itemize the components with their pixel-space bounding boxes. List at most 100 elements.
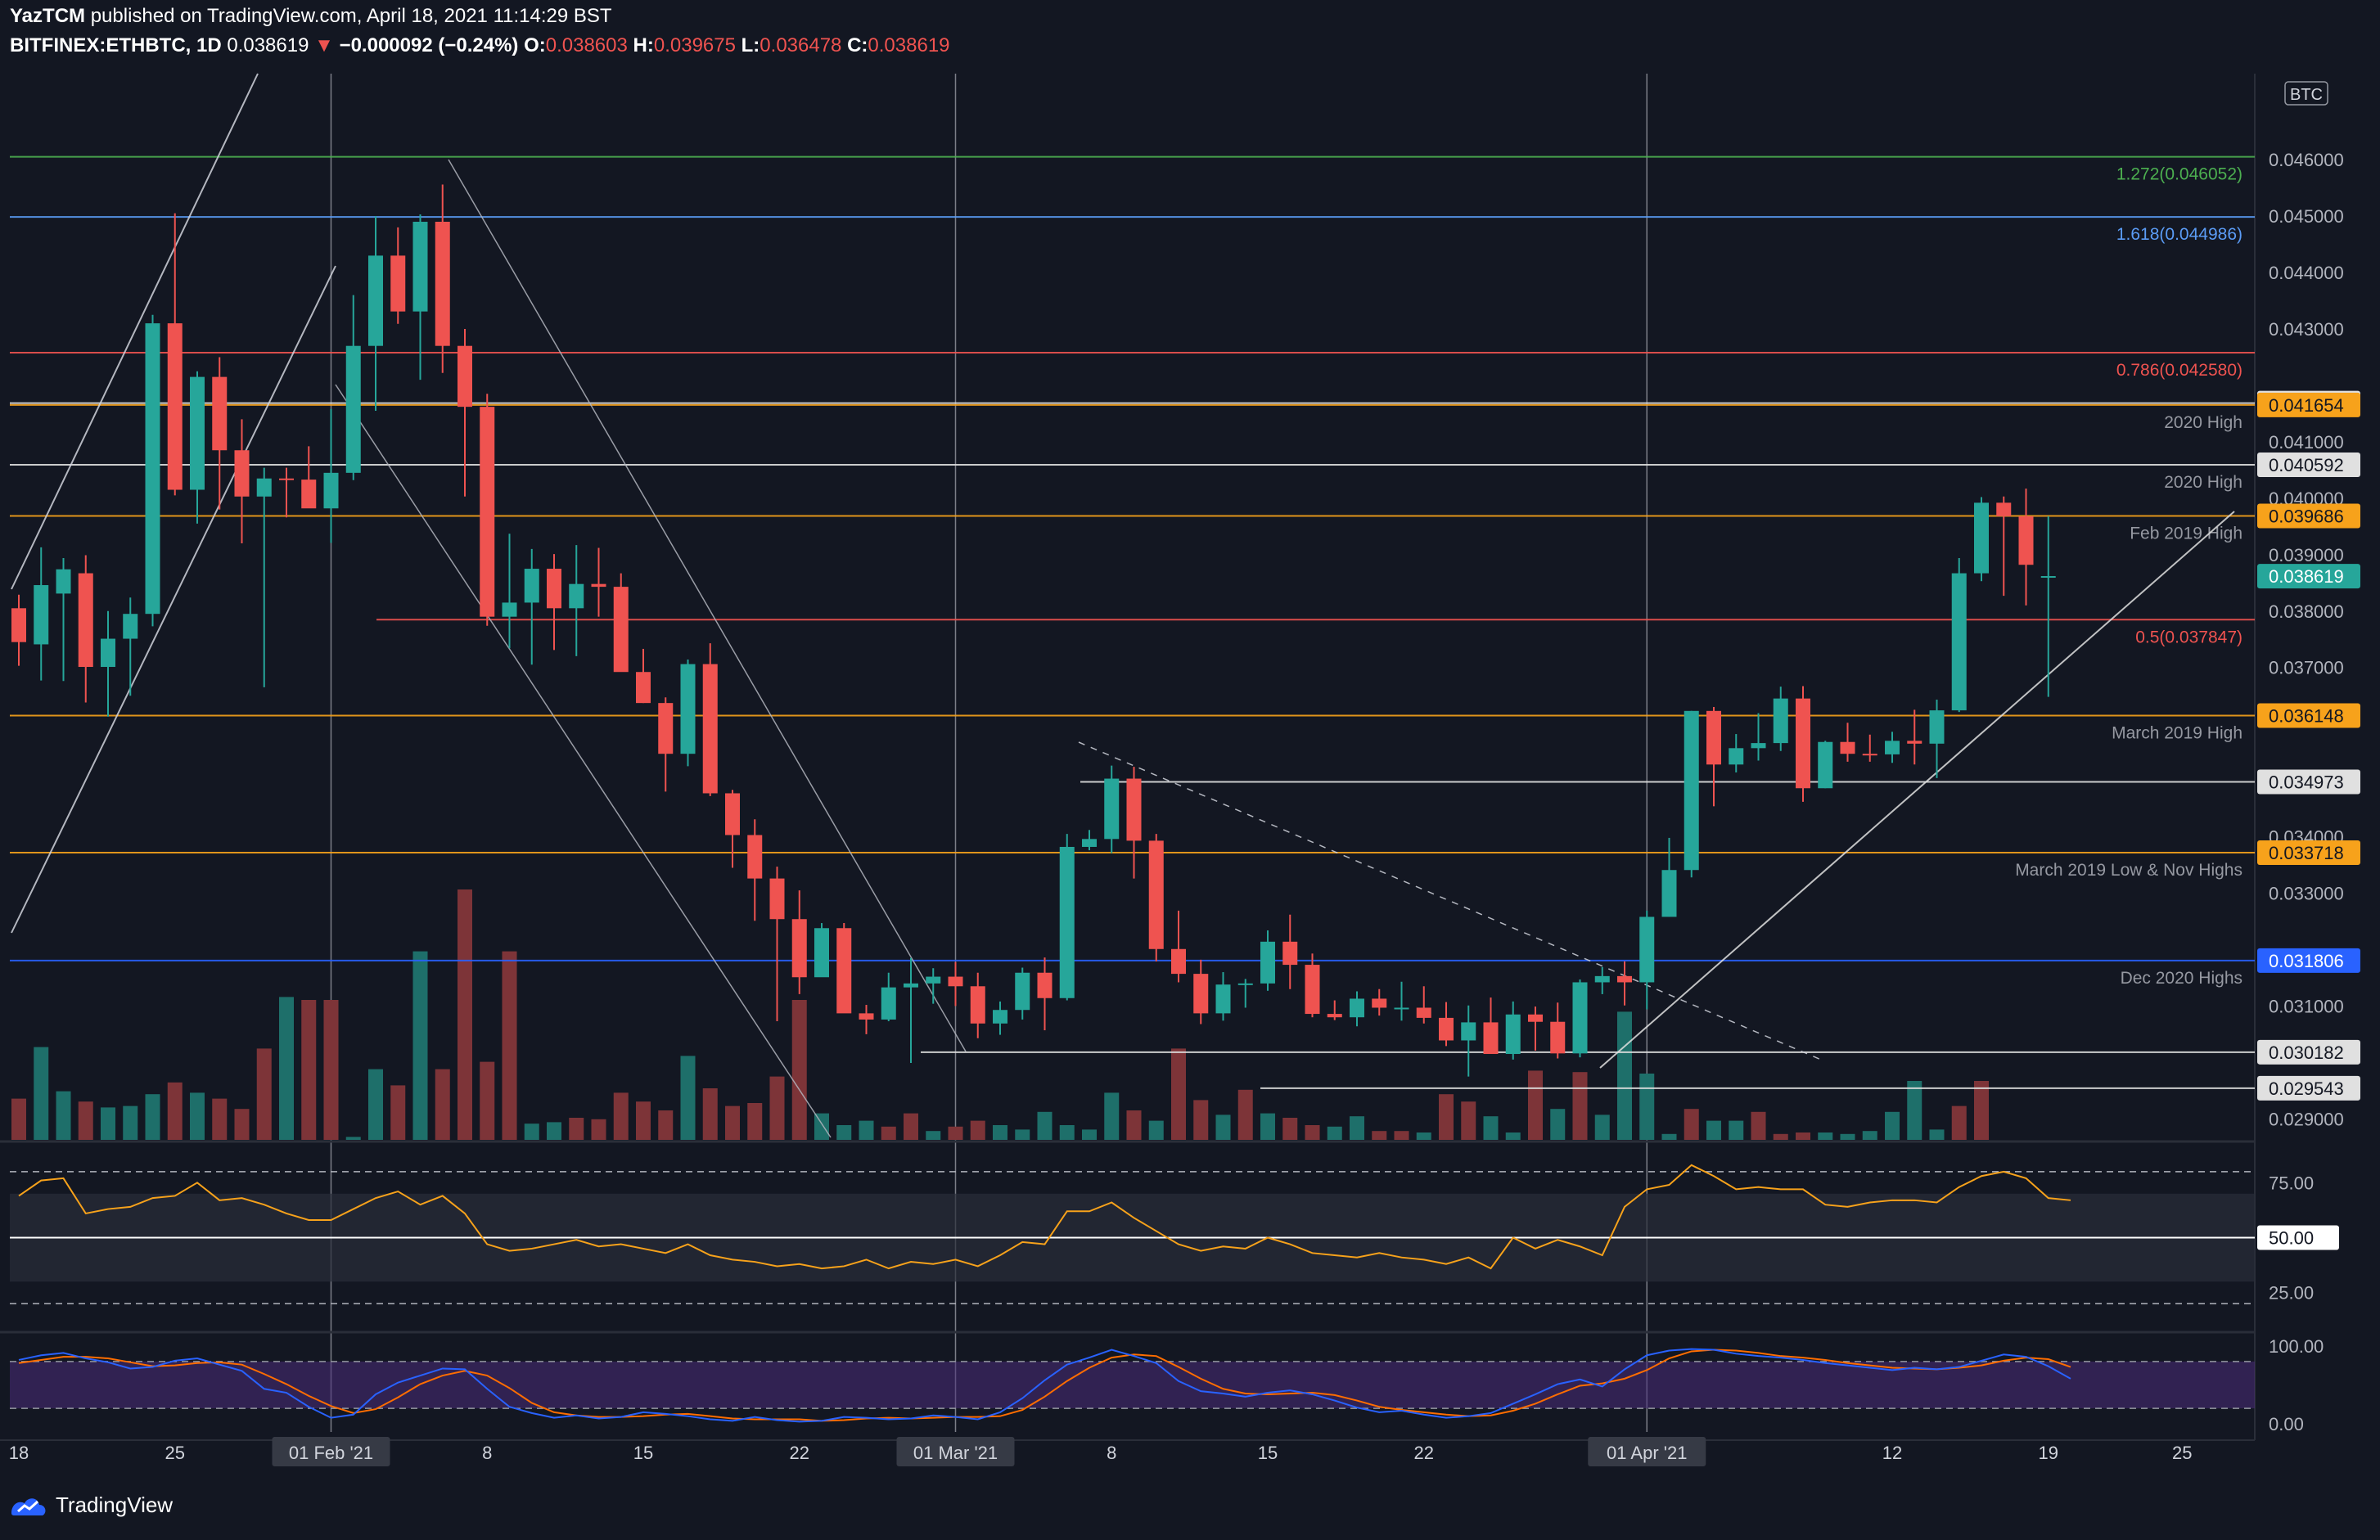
candle-body <box>1237 983 1253 985</box>
candle-body <box>1929 710 1945 744</box>
candle-body <box>1305 965 1320 1015</box>
volume-bar <box>948 1126 963 1140</box>
volume-bar <box>1505 1132 1521 1140</box>
volume-bar <box>1974 1081 1989 1140</box>
price-tick-label: 0.045000 <box>2269 206 2344 227</box>
volume-bar <box>435 1069 450 1140</box>
level-label: 1.618(0.044986) <box>2116 225 2243 244</box>
volume-bar <box>1951 1105 1967 1140</box>
volume-bar <box>1237 1089 1253 1140</box>
volume-bar <box>1082 1129 1097 1140</box>
candle-body <box>390 255 406 312</box>
volume-bar <box>1796 1132 1810 1140</box>
time-tick-label: 18 <box>9 1443 29 1463</box>
candle-body <box>524 569 539 603</box>
volume-bar <box>1171 1048 1186 1140</box>
level-label: 0.5(0.037847) <box>2135 628 2243 646</box>
candle-body <box>569 583 584 609</box>
volume-bar <box>725 1105 740 1140</box>
candle-body <box>123 614 138 639</box>
last-price: 0.038619 <box>227 34 309 56</box>
volume-bar <box>1751 1111 1766 1140</box>
candle-body <box>1751 743 1766 749</box>
candle-body <box>1996 502 2012 516</box>
level-label: March 2019 Low & Nov Highs <box>2015 861 2243 880</box>
candle-body <box>1907 741 1922 744</box>
volume-bar <box>1483 1116 1499 1140</box>
price-level-tag-text: 0.036148 <box>2269 705 2344 726</box>
volume-bar <box>814 1113 829 1140</box>
candle-body <box>836 928 852 1014</box>
horizontal-levels: 1.272(0.046052) 1.618(0.044986) 0.786(0.04… <box>10 155 2255 1089</box>
time-tick-label: 22 <box>790 1443 809 1463</box>
volume-bar <box>212 1098 228 1140</box>
symbol-name[interactable]: BITFINEX:ETHBTC, 1D <box>10 34 222 56</box>
time-tick-label: 01 Feb '21 <box>289 1443 373 1463</box>
volume-bar <box>1260 1113 1275 1140</box>
price-level-tag-text: 0.030182 <box>2269 1042 2344 1063</box>
price-tick-label: 0.031000 <box>2269 996 2344 1016</box>
time-tick-label: 25 <box>165 1443 185 1463</box>
trendlines <box>11 73 2235 1138</box>
volume-bar <box>524 1123 539 1140</box>
candle-body <box>1594 975 1610 983</box>
volume-bar <box>190 1092 205 1140</box>
time-tick-label: 8 <box>482 1443 492 1463</box>
price-axis[interactable]: BTC0.0290000.0310000.0330000.0340000.037… <box>2256 74 2380 1440</box>
candle-body <box>234 450 250 497</box>
candle-body <box>970 986 985 1024</box>
candle-body <box>1572 982 1588 1054</box>
price-tick-label: 0.039000 <box>2269 545 2344 565</box>
rising-channel-upper <box>11 73 259 590</box>
time-tick-label: 19 <box>2039 1443 2058 1463</box>
level-label: Dec 2020 Highs <box>2121 969 2243 988</box>
tradingview-logo[interactable]: TradingView <box>10 1493 173 1518</box>
price-level-tag <box>2257 1075 2360 1101</box>
publisher-name[interactable]: YazTCM <box>10 5 86 27</box>
volume-bar <box>1550 1109 1566 1140</box>
candle-body <box>301 480 317 509</box>
price-level-tag <box>2257 453 2360 478</box>
candle-body <box>279 478 294 480</box>
candle-body <box>34 585 49 645</box>
time-tick-label: 25 <box>2172 1443 2192 1463</box>
stoch-k-line <box>18 1348 2071 1423</box>
time-axis-tag <box>1588 1437 1706 1466</box>
price-level-tag-text: 0.031806 <box>2269 951 2344 971</box>
time-axis[interactable]: 18 25 01 Feb '21 8 15 22 01 Mar '21 8 15 22 01 Apr… <box>9 1437 2193 1466</box>
candle-body <box>1439 1017 1454 1041</box>
candle-body <box>926 976 941 984</box>
candle-body <box>1215 984 1231 1014</box>
volume-bar <box>1059 1125 1075 1140</box>
price-tick-label: 0.038000 <box>2269 601 2344 622</box>
price-tick-label: 0.044000 <box>2269 263 2344 283</box>
candle-body <box>1193 974 1209 1014</box>
volume-bar <box>658 1110 674 1140</box>
brand-name: TradingView <box>56 1493 174 1517</box>
volume-bar <box>368 1069 383 1140</box>
price-level-tag-text: 0.034973 <box>2269 772 2344 792</box>
candle-body <box>1015 972 1030 1011</box>
volume-bar <box>502 951 517 1140</box>
volume-bar <box>1684 1109 1699 1140</box>
candle-body <box>1951 573 1967 711</box>
rsi-line <box>18 1164 2071 1270</box>
volume-bar <box>1193 1100 1209 1140</box>
volume-bar <box>1327 1126 1342 1140</box>
stoch-tick-label: 100.00 <box>2269 1336 2324 1357</box>
volume-bar <box>145 1094 160 1140</box>
candle-body <box>1059 846 1075 998</box>
price-level-tag-text: 0.040592 <box>2269 455 2344 475</box>
volume-bar <box>1907 1081 1922 1140</box>
volume-bar <box>1126 1110 1142 1140</box>
volume-bar <box>747 1103 763 1140</box>
volume-bar <box>1037 1111 1053 1140</box>
candle-body <box>56 569 71 594</box>
publisher-line: YazTCM published on TradingView.com, Apr… <box>10 5 612 28</box>
candle-body <box>769 878 785 920</box>
high-label: H: <box>633 34 654 56</box>
candle-body <box>1282 941 1298 966</box>
price-tick-label: 0.029000 <box>2269 1109 2344 1129</box>
volume-bar <box>1729 1120 1744 1140</box>
